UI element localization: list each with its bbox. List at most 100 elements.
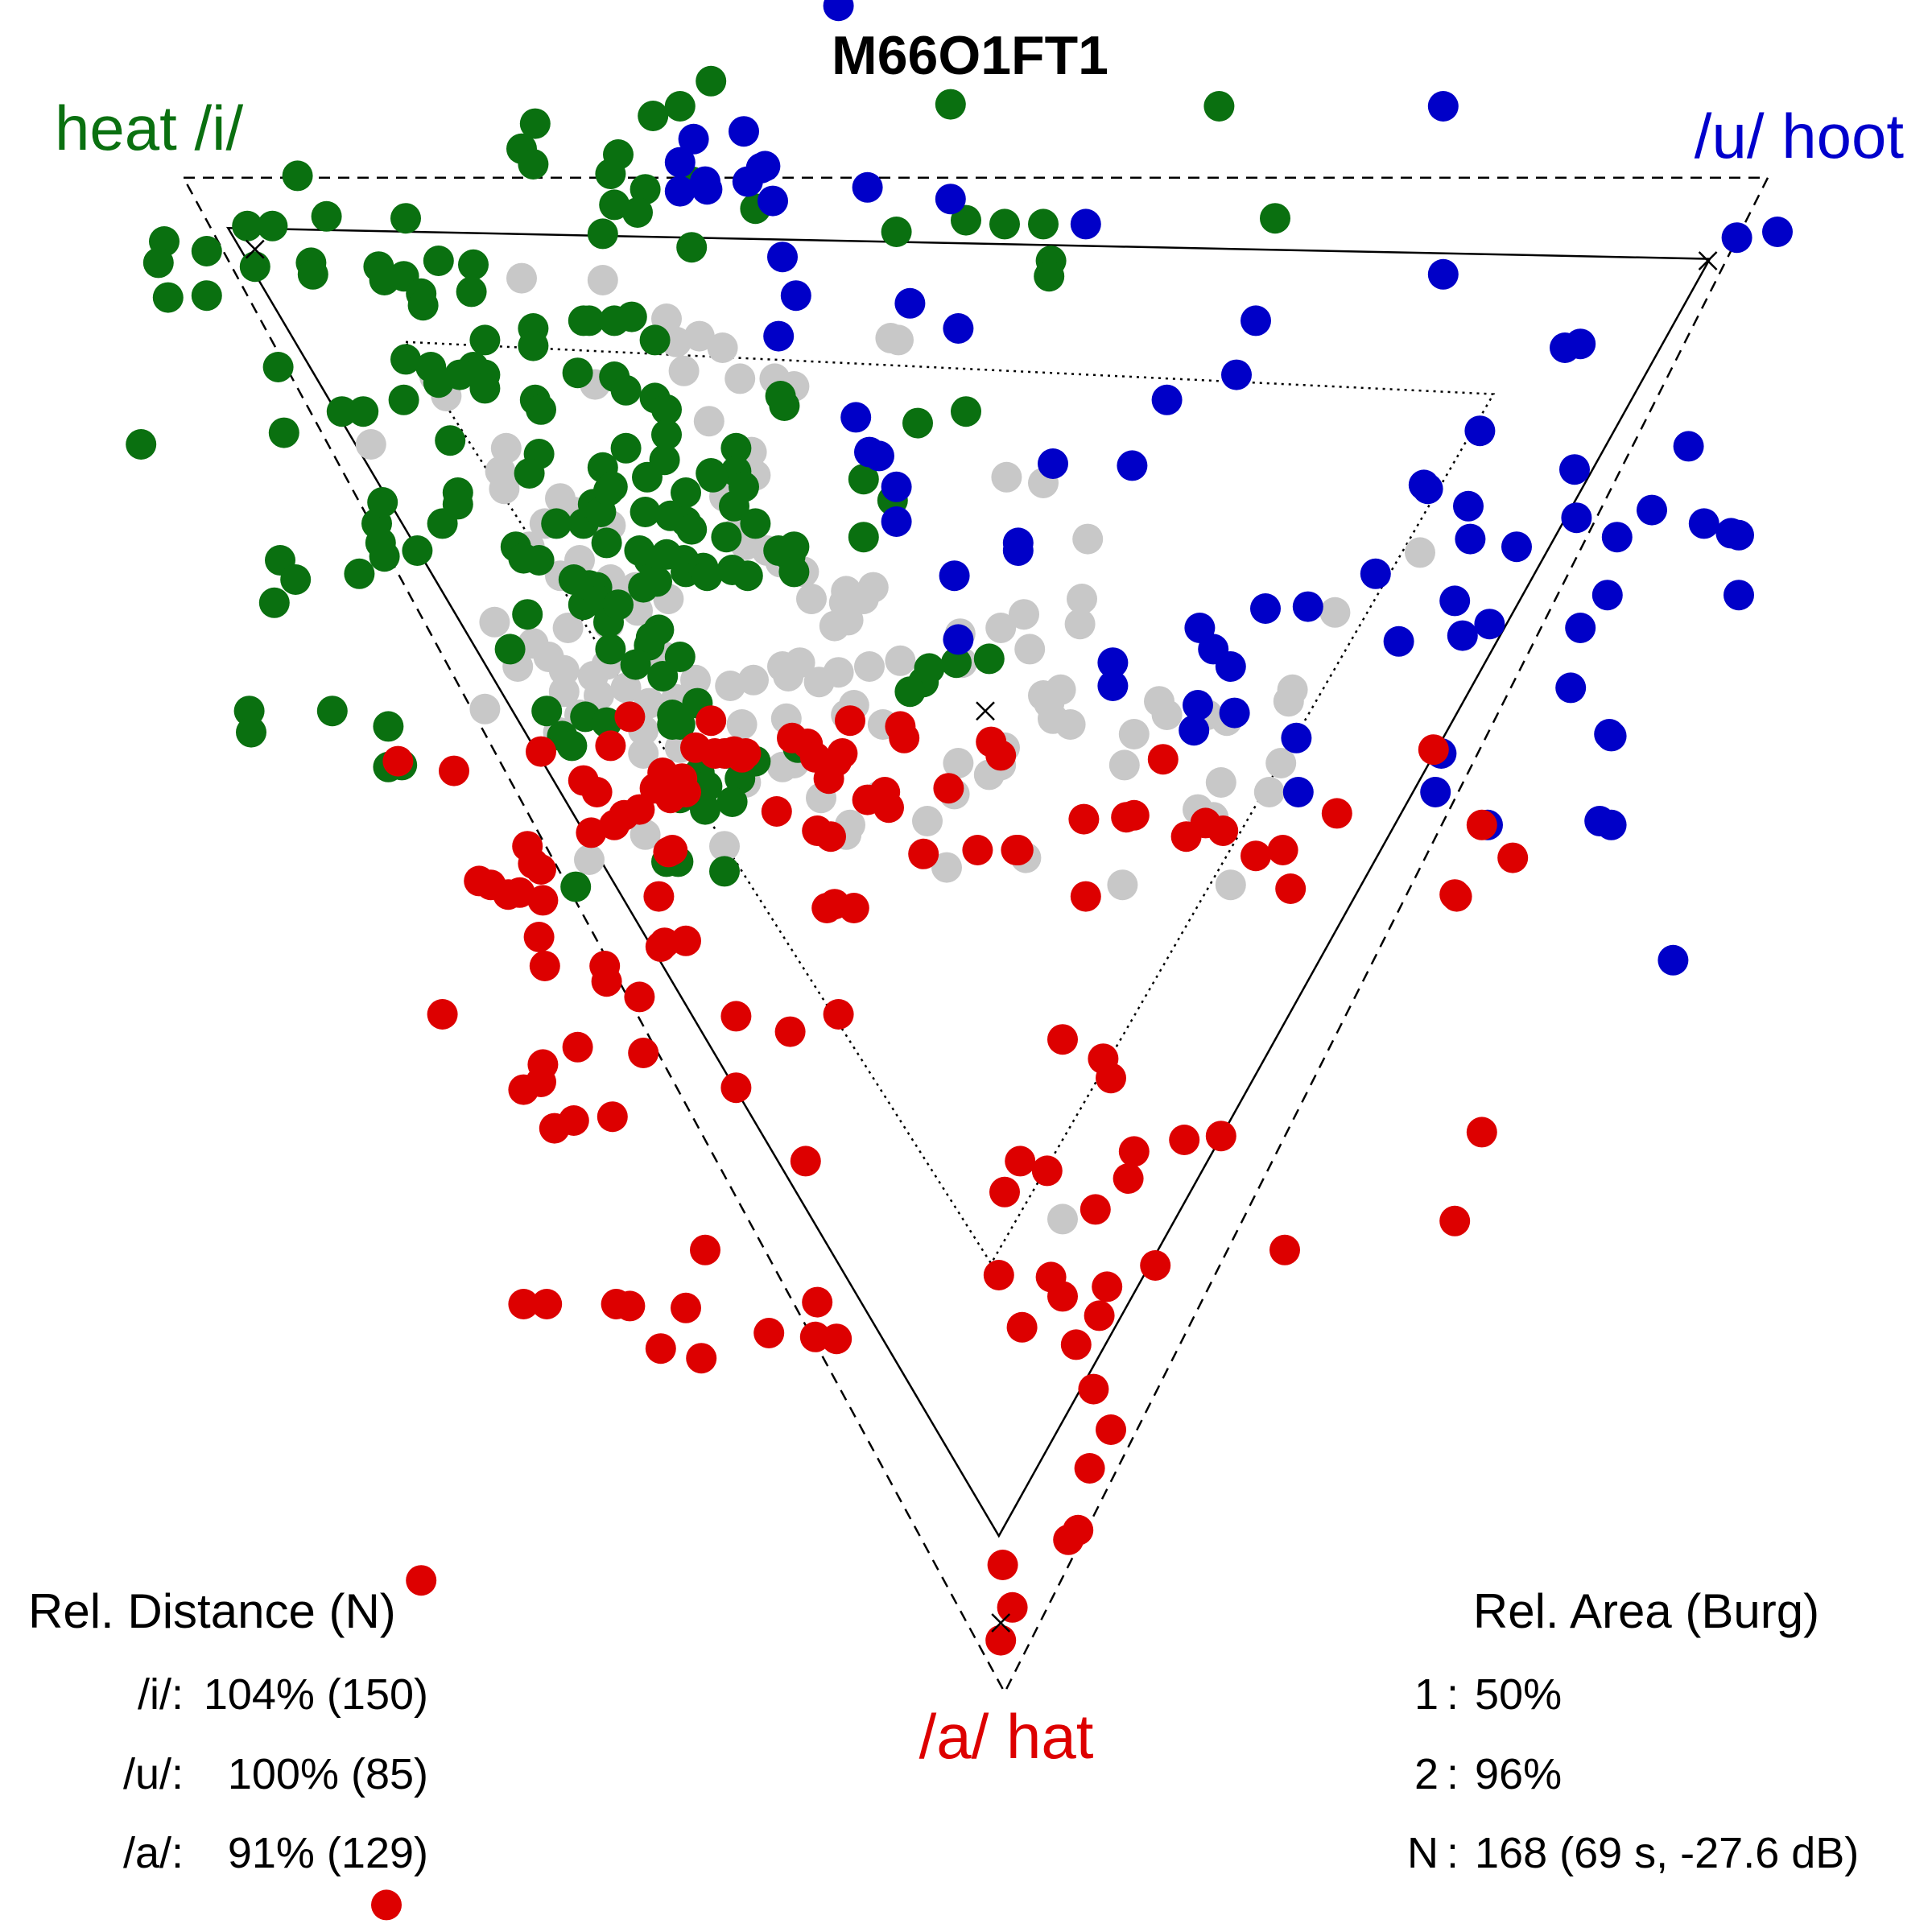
point-u: [864, 440, 894, 472]
point-i: [593, 475, 624, 506]
point-i: [423, 246, 454, 276]
point-a: [815, 821, 846, 852]
point-other: [683, 320, 715, 352]
point-a: [1080, 1194, 1111, 1225]
point-other: [1265, 748, 1297, 778]
point-u: [1427, 91, 1459, 122]
point-u: [1383, 625, 1414, 657]
point-i: [326, 396, 357, 427]
point-a: [597, 1101, 628, 1133]
point-i: [720, 432, 752, 464]
point-u: [1117, 450, 1148, 481]
point-i: [126, 429, 157, 460]
point-u: [935, 184, 966, 215]
corner-marker: [991, 1613, 1011, 1633]
point-i: [848, 464, 879, 495]
point-a: [523, 922, 555, 952]
point-a: [671, 777, 701, 807]
point-other: [490, 432, 522, 464]
point-i: [560, 871, 592, 902]
point-other: [1205, 767, 1236, 798]
point-i: [676, 232, 708, 263]
point-a: [624, 981, 655, 1013]
point-other: [854, 651, 885, 682]
point-a: [720, 1001, 752, 1032]
point-u: [840, 402, 872, 433]
point-other: [784, 647, 815, 679]
point-i: [635, 622, 667, 653]
point-other: [1151, 700, 1183, 730]
point-a: [1321, 798, 1352, 829]
label-a: /a/ hat: [919, 1701, 1094, 1772]
point-u: [1281, 722, 1312, 753]
point-u: [729, 116, 759, 147]
point-a: [1096, 1414, 1126, 1445]
point-other: [587, 265, 618, 295]
point-u: [1455, 523, 1486, 555]
point-other: [1072, 523, 1104, 555]
point-a: [371, 1889, 402, 1921]
point-i: [951, 204, 981, 236]
point-i: [268, 417, 299, 448]
point-other: [1253, 777, 1285, 807]
point-other: [506, 262, 537, 294]
point-a: [1118, 1136, 1150, 1167]
point-i: [514, 458, 545, 489]
point-a: [753, 1318, 785, 1348]
point-other: [479, 606, 510, 638]
point-i: [369, 541, 400, 572]
triangle-solid: [225, 226, 1712, 1538]
point-a: [1092, 1271, 1123, 1302]
point-i: [778, 556, 810, 588]
rel-distance-vowel-i: /i/:: [138, 1670, 184, 1719]
point-i: [616, 301, 647, 332]
point-i: [610, 374, 642, 406]
point-a: [1497, 842, 1529, 873]
point-i: [671, 477, 701, 508]
point-other: [796, 584, 827, 614]
point-i: [344, 558, 375, 589]
point-a: [1118, 799, 1150, 831]
point-i: [523, 545, 555, 576]
point-u: [1219, 697, 1250, 729]
point-a: [962, 835, 993, 865]
point-a: [526, 854, 556, 885]
triangle-outer-dashed: [181, 176, 1770, 1695]
point-u: [1565, 328, 1596, 360]
point-u: [1762, 217, 1793, 247]
point-i: [562, 357, 593, 389]
point-a: [1441, 881, 1472, 912]
point-other: [875, 323, 906, 353]
point-i: [407, 290, 439, 321]
point-other: [1215, 869, 1246, 901]
point-i: [280, 564, 312, 595]
point-other: [991, 461, 1022, 493]
rel-area-sep-n: :: [1447, 1829, 1459, 1877]
rel-area-sep-2: :: [1447, 1750, 1459, 1798]
point-a: [504, 877, 535, 908]
point-other: [1067, 584, 1097, 614]
point-i: [599, 189, 630, 221]
point-a: [985, 1624, 1017, 1656]
point-i: [142, 247, 174, 279]
point-u: [943, 313, 974, 344]
point-i: [696, 65, 727, 97]
point-u: [1241, 305, 1271, 336]
point-i: [603, 589, 634, 621]
point-u: [1688, 508, 1719, 539]
point-u: [763, 320, 795, 352]
point-u: [1637, 494, 1667, 526]
point-other: [1319, 597, 1351, 628]
rel-area-value-2: 96%: [1475, 1750, 1562, 1798]
point-i: [152, 282, 184, 313]
point-a: [761, 796, 792, 827]
rel-area-sep-1: :: [1447, 1670, 1459, 1719]
point-a: [671, 1292, 701, 1323]
point-u: [1724, 580, 1754, 611]
point-i: [518, 330, 549, 361]
point-i: [914, 653, 945, 684]
point-other: [1277, 674, 1308, 705]
point-other: [1014, 634, 1046, 665]
point-a: [1241, 840, 1271, 872]
point-i: [458, 249, 489, 280]
